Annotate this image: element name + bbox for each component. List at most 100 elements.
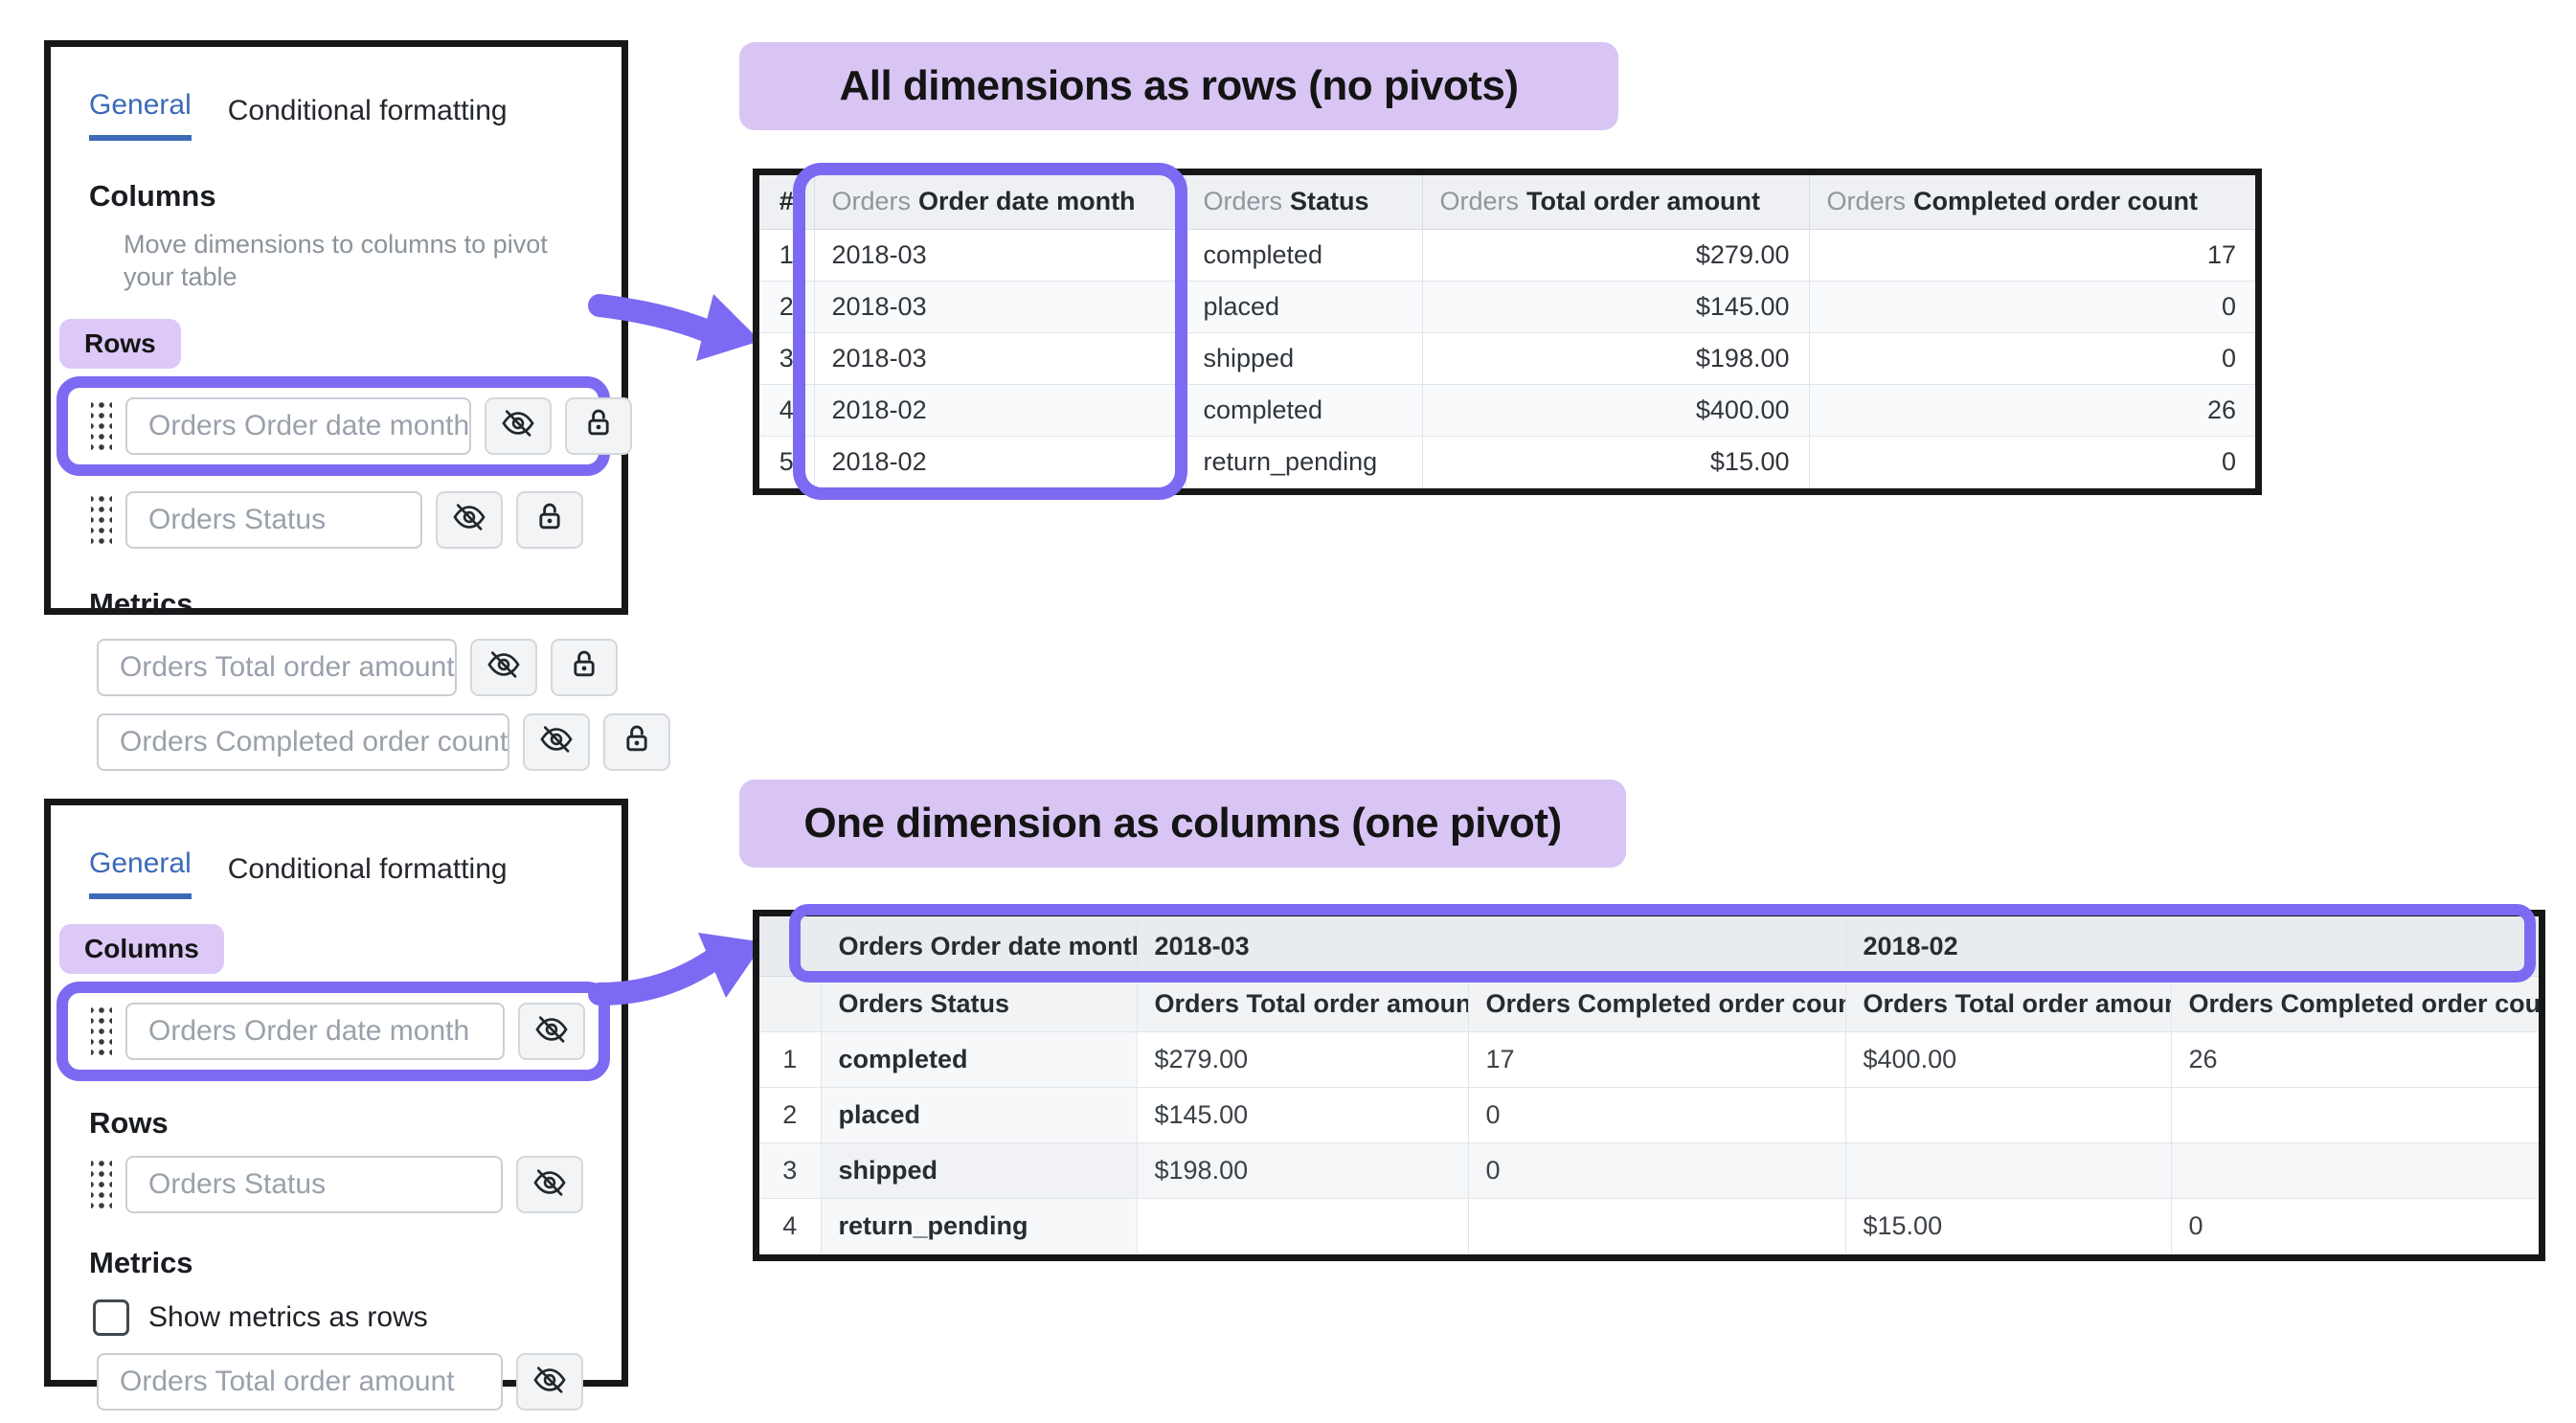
row-index-cell: 3 bbox=[759, 331, 815, 385]
corner-cell bbox=[759, 916, 822, 977]
col-header-status: Orders Status bbox=[1185, 175, 1423, 230]
cell: 26 bbox=[2170, 1031, 2539, 1088]
field-orders-order-date-month[interactable]: Orders Order date month bbox=[125, 396, 472, 455]
field-row-status: Orders Status bbox=[91, 490, 583, 549]
eye-slash-icon bbox=[533, 1011, 570, 1052]
results-table-one-pivot: Orders Order date month 2018-03 2018-02 … bbox=[753, 910, 2545, 1261]
cell: completed bbox=[1185, 383, 1423, 437]
row-index-cell: 3 bbox=[759, 1142, 822, 1199]
drag-handle-icon[interactable] bbox=[91, 400, 112, 451]
field-row-total-order-amount: Orders Total order amount bbox=[97, 1353, 583, 1411]
settings-tabs: General Conditional formatting bbox=[89, 847, 583, 899]
pivot-value-2018-02: 2018-02 bbox=[1844, 916, 2539, 977]
row-index-cell: 1 bbox=[759, 1031, 822, 1088]
field-orders-order-date-month[interactable]: Orders Order date month bbox=[125, 1003, 505, 1060]
hide-field-button[interactable] bbox=[436, 490, 503, 549]
cell: 2018-02 bbox=[813, 383, 1186, 437]
row-index-cell: 5 bbox=[759, 435, 815, 488]
cell: 2018-02 bbox=[813, 435, 1186, 488]
corner-cell bbox=[759, 976, 822, 1032]
hide-field-button[interactable] bbox=[469, 638, 537, 696]
drag-handle-icon[interactable] bbox=[91, 494, 112, 545]
field-orders-status[interactable]: Orders Status bbox=[125, 490, 422, 549]
columns-hint: Move dimensions to columns to pivot your… bbox=[124, 230, 548, 291]
table-row: 3 shipped $198.00 0 bbox=[759, 1142, 2539, 1199]
cell: 0 bbox=[2170, 1198, 2539, 1254]
row-index-cell: 1 bbox=[759, 228, 815, 282]
lock-field-button[interactable] bbox=[550, 638, 618, 696]
field-orders-total-order-amount[interactable]: Orders Total order amount bbox=[97, 1353, 503, 1411]
tab-general[interactable]: General bbox=[89, 89, 192, 141]
lock-field-button[interactable] bbox=[603, 712, 671, 771]
cell: $15.00 bbox=[1844, 1198, 2172, 1254]
checkbox-label: Show metrics as rows bbox=[148, 1301, 428, 1333]
col-header-total-order-amount: Orders Total order amount bbox=[1136, 976, 1469, 1032]
cell: 0 bbox=[1808, 280, 2255, 333]
hide-field-button[interactable] bbox=[485, 396, 553, 455]
table-row: 5 2018-02 return_pending $15.00 0 bbox=[759, 435, 2255, 488]
hide-field-button[interactable] bbox=[516, 1353, 583, 1411]
row-index-cell: 4 bbox=[759, 383, 815, 437]
table-settings-panel-top: General Conditional formatting Columns M… bbox=[44, 40, 671, 771]
highlight-column-field: Orders Order date month bbox=[56, 982, 610, 1081]
cell: 17 bbox=[1808, 228, 2255, 282]
settings-tabs: General Conditional formatting bbox=[89, 89, 583, 141]
drag-handle-icon[interactable] bbox=[91, 1160, 112, 1209]
hide-field-button[interactable] bbox=[518, 1003, 585, 1060]
table-row: 2 2018-03 placed $145.00 0 bbox=[759, 280, 2255, 333]
field-row-order-date-month: Orders Order date month bbox=[91, 1003, 585, 1060]
col-header-order-date-month: Orders Order date month bbox=[813, 175, 1186, 230]
cell: $279.00 bbox=[1421, 228, 1810, 282]
annotation-banner-one-pivot: One dimension as columns (one pivot) bbox=[739, 779, 1626, 868]
measure-header-row: Orders Status Orders Total order amount … bbox=[759, 976, 2539, 1032]
show-metrics-checkbox[interactable] bbox=[93, 1299, 129, 1336]
pivot-dimension-label: Orders Order date month bbox=[820, 916, 1138, 977]
cell bbox=[2170, 1087, 2539, 1143]
table-settings-panel-bottom: General Conditional formatting Columns O… bbox=[44, 799, 628, 1411]
tab-conditional-formatting[interactable]: Conditional formatting bbox=[227, 95, 508, 126]
eye-slash-icon bbox=[531, 1362, 568, 1403]
show-metrics-as-rows-row: Show metrics as rows bbox=[93, 1299, 583, 1336]
cell: $145.00 bbox=[1136, 1087, 1469, 1143]
field-orders-status[interactable]: Orders Status bbox=[125, 1156, 503, 1213]
field-orders-total-order-amount[interactable]: Orders Total order amount bbox=[97, 638, 457, 696]
header-row: # Orders Order date month Orders Status Or… bbox=[759, 175, 2255, 230]
lock-field-button[interactable] bbox=[565, 396, 633, 455]
cell: 26 bbox=[1808, 383, 2255, 437]
tab-general[interactable]: General bbox=[89, 847, 192, 899]
cell: $198.00 bbox=[1421, 331, 1810, 385]
columns-heading: Columns bbox=[89, 179, 216, 213]
hide-field-button[interactable] bbox=[523, 712, 591, 771]
cell: 0 bbox=[1467, 1142, 1846, 1199]
cell: $400.00 bbox=[1844, 1031, 2172, 1088]
col-header-status: Orders Status bbox=[820, 976, 1138, 1032]
cell: shipped bbox=[820, 1142, 1138, 1199]
cell bbox=[1844, 1087, 2172, 1143]
field-orders-completed-order-count[interactable]: Orders Completed order count bbox=[97, 712, 510, 771]
table-row: 2 placed $145.00 0 bbox=[759, 1087, 2539, 1143]
table-row: 1 completed $279.00 17 $400.00 26 bbox=[759, 1031, 2539, 1088]
tab-conditional-formatting[interactable]: Conditional formatting bbox=[227, 853, 508, 885]
pivot-value-2018-03: 2018-03 bbox=[1136, 916, 1846, 977]
columns-badge: Columns bbox=[59, 924, 224, 974]
table-row: 1 2018-03 completed $279.00 17 bbox=[759, 228, 2255, 282]
cell: 2018-03 bbox=[813, 228, 1186, 282]
lock-open-icon bbox=[619, 721, 655, 762]
col-header-total-order-amount: Orders Total order amount bbox=[1421, 175, 1810, 230]
cell: return_pending bbox=[1185, 435, 1423, 488]
drag-handle-icon[interactable] bbox=[91, 1006, 112, 1056]
cell: placed bbox=[1185, 280, 1423, 333]
eye-slash-icon bbox=[486, 646, 522, 688]
table-row: 3 2018-03 shipped $198.00 0 bbox=[759, 331, 2255, 385]
cell bbox=[1467, 1198, 1846, 1254]
cell: $279.00 bbox=[1136, 1031, 1469, 1088]
row-index-cell: 4 bbox=[759, 1198, 822, 1254]
cell: $145.00 bbox=[1421, 280, 1810, 333]
cell: 2018-03 bbox=[813, 331, 1186, 385]
hide-field-button[interactable] bbox=[516, 1156, 583, 1213]
field-row-completed-order-count: Orders Completed order count bbox=[97, 712, 671, 771]
lock-field-button[interactable] bbox=[516, 490, 583, 549]
cell: $198.00 bbox=[1136, 1142, 1469, 1199]
lock-open-icon bbox=[580, 405, 617, 446]
